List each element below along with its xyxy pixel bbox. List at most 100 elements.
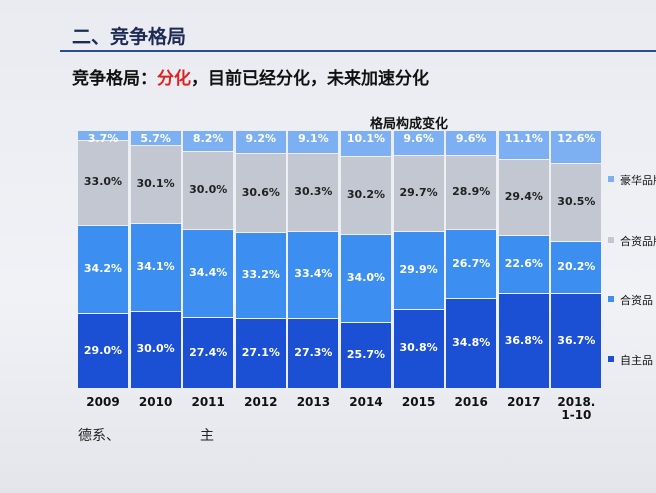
bar-segment	[393, 309, 444, 388]
bar-segment	[551, 163, 602, 242]
bar-segment	[235, 154, 286, 233]
data-label: 20.2%	[557, 260, 596, 274]
data-label: 33.2%	[241, 268, 280, 282]
data-label: 30.0%	[136, 342, 175, 356]
data-label: 11.1%	[504, 132, 543, 146]
data-label: 30.6%	[241, 185, 280, 199]
data-label: 22.6%	[504, 256, 543, 270]
bar-segment	[393, 232, 444, 309]
legend-swatch	[608, 237, 614, 243]
data-label: 33.0%	[83, 175, 123, 189]
bar-segment	[393, 155, 444, 232]
legend-label: 豪华品牌	[620, 174, 656, 187]
data-label: 30.0%	[189, 182, 228, 196]
data-label: 34.8%	[452, 336, 491, 350]
data-label: 29.9%	[399, 262, 438, 276]
legend-label: 自主品	[620, 354, 653, 367]
data-label: 34.0%	[346, 270, 386, 284]
data-label: 36.8%	[504, 333, 543, 347]
bar-segment	[341, 322, 391, 388]
subtitle-highlight: 分化	[157, 69, 191, 89]
subtitle: 竞争格局：分化，目前已经分化，未来加速分化	[72, 64, 429, 89]
footnote: 主	[200, 428, 214, 444]
data-label: 33.4%	[294, 267, 333, 281]
data-label: 8.2%	[192, 132, 224, 145]
x-tick-label: 2016	[454, 395, 488, 409]
x-tick-label: 2012	[244, 395, 278, 409]
data-label: 30.2%	[346, 188, 386, 202]
bar-segment	[341, 234, 391, 322]
x-tick-label: 2009	[86, 395, 120, 409]
bar-segment	[393, 131, 444, 155]
data-label: 9.2%	[245, 131, 277, 145]
subtitle-text: 竞争格局：	[72, 69, 157, 89]
bar-segment	[446, 299, 497, 388]
legend-swatch	[608, 176, 614, 182]
data-label: 27.4%	[189, 345, 228, 359]
bar-segment	[183, 152, 234, 229]
bar-segment	[78, 140, 128, 225]
slide-title: 二、竞争格局	[72, 26, 187, 48]
data-label: 28.9%	[452, 185, 491, 199]
x-tick-label: 2017	[507, 395, 541, 409]
data-label: 25.7%	[346, 347, 386, 361]
bar-segment	[288, 232, 339, 318]
bar-segment	[183, 318, 234, 388]
bar-segment	[130, 311, 181, 388]
data-label: 29.7%	[399, 186, 438, 200]
data-label: 9.1%	[298, 131, 329, 145]
bar-segment	[183, 229, 234, 318]
data-label: 34.1%	[136, 259, 175, 273]
bar-segment	[446, 131, 497, 155]
legend-swatch	[608, 356, 614, 362]
bar-segment	[498, 131, 549, 159]
data-label: 34.4%	[189, 265, 228, 279]
bar-segment	[341, 157, 391, 234]
data-label: 5.7%	[140, 132, 171, 146]
bar-segment	[183, 131, 234, 152]
bar-segment	[551, 294, 602, 388]
bar-segment	[288, 318, 339, 388]
footnote: 德系、	[78, 428, 120, 444]
bar-segment	[78, 225, 128, 314]
data-label: 9.6%	[455, 132, 487, 145]
x-tick-label: 2014	[349, 395, 383, 409]
legend-swatch	[608, 296, 614, 302]
data-label: 30.3%	[294, 185, 333, 199]
bar-segment	[235, 319, 286, 388]
data-label: 3.7%	[87, 132, 119, 146]
bar-segment	[498, 235, 549, 294]
bar-segment	[498, 294, 549, 388]
bar-segment	[498, 159, 549, 235]
data-label: 27.3%	[294, 345, 333, 359]
data-label: 12.6%	[557, 132, 596, 145]
bar-segment	[288, 130, 339, 154]
data-label: 27.1%	[241, 346, 280, 360]
bar-segment	[78, 314, 128, 388]
bar-segment	[130, 131, 181, 145]
x-tick-label: 2011	[191, 395, 225, 409]
data-label: 30.1%	[136, 176, 175, 190]
bar-segment	[130, 145, 181, 223]
bar-segment	[446, 155, 497, 230]
data-label: 34.2%	[83, 262, 123, 276]
bar-segment	[551, 131, 602, 163]
bar-segment	[288, 154, 339, 232]
legend-label: 合资品	[620, 294, 653, 307]
x-tick-label: 2015	[401, 395, 436, 409]
data-label: 36.7%	[557, 333, 596, 347]
data-label: 26.7%	[452, 256, 491, 270]
bar-segment	[235, 233, 286, 319]
data-label: 10.1%	[346, 132, 386, 145]
x-tick-label: 2010	[138, 395, 173, 409]
chart-title: 格局构成变化	[370, 117, 449, 132]
bar-segment	[78, 131, 128, 140]
legend-label: 合资品牌	[620, 235, 656, 248]
x-tick-label: 2018. 1-10	[557, 395, 596, 422]
data-label: 29.0%	[83, 343, 123, 357]
title-rule	[60, 50, 656, 52]
data-label: 9.6%	[403, 132, 434, 145]
